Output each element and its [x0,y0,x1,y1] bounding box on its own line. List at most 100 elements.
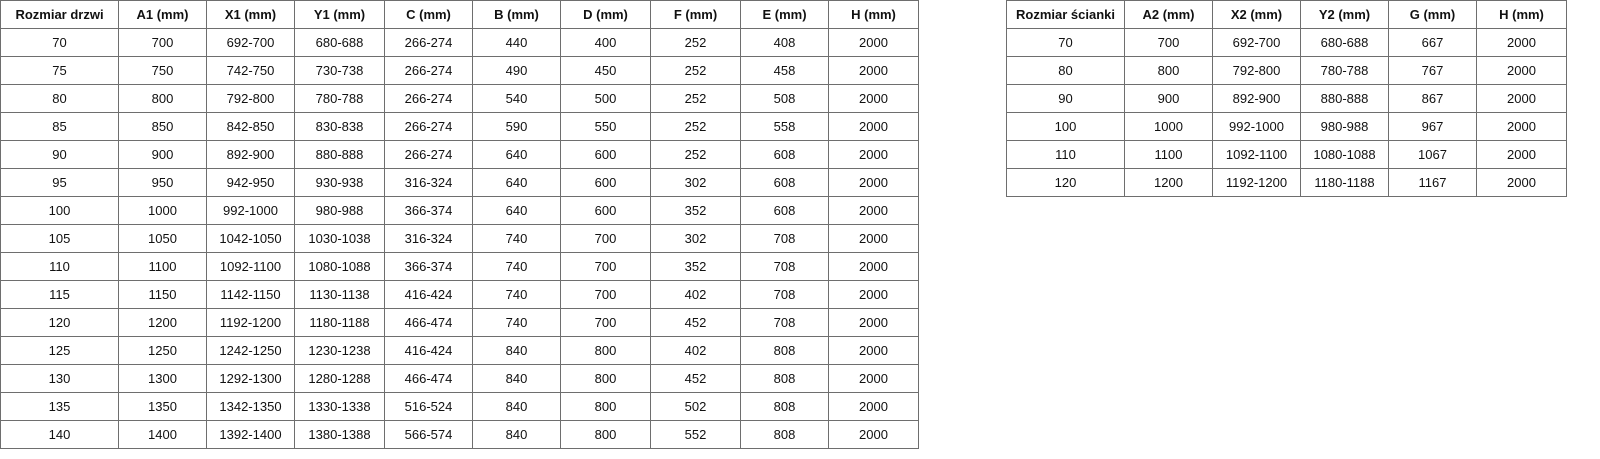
table-cell: 840 [472,336,561,365]
header-row: Rozmiar ścianki A2 (mm) X2 (mm) Y2 (mm) G (m… [1006,0,1567,29]
table-cell: 452 [650,364,741,393]
table-cell: 608 [740,168,829,197]
table-cell: 1180-1188 [1300,168,1389,197]
table-cell: 750 [118,56,207,85]
table-cell: 740 [472,224,561,253]
table-cell: 1350 [118,392,207,421]
table-cell: 366-374 [384,196,473,225]
table-cell: 408 [740,28,829,57]
table-cell: 366-374 [384,252,473,281]
table-cell: 1192-1200 [1212,168,1301,197]
table-cell: 566-574 [384,420,473,449]
table-row: 80 800 792-800 780-788 266-274 540 500 252 508 20… [0,84,919,113]
column-header: B (mm) [472,0,561,29]
table-cell: 1000 [1124,112,1213,141]
table-cell: 608 [740,196,829,225]
table-cell: 800 [1124,56,1213,85]
table-cell: 680-688 [294,28,385,57]
table-cell: 1230-1238 [294,336,385,365]
table-cell: 80 [1006,56,1125,85]
table-cell: 266-274 [384,112,473,141]
table-cell: 90 [0,140,119,169]
table-cell: 1100 [1124,140,1213,169]
table-cell: 700 [560,224,651,253]
table-cell: 105 [0,224,119,253]
table-row: 105 1050 1042-1050 1030-1038 316-324 740 700 30… [0,224,919,253]
column-header: H (mm) [1476,0,1567,29]
table-cell: 80 [0,84,119,113]
table-cell: 120 [1006,168,1125,197]
table-cell: 930-938 [294,168,385,197]
table-cell: 2000 [828,364,919,393]
column-header: F (mm) [650,0,741,29]
table-cell: 302 [650,224,741,253]
table-cell: 780-788 [1300,56,1389,85]
table-cell: 1400 [118,420,207,449]
table-cell: 458 [740,56,829,85]
table-cell: 302 [650,168,741,197]
table-cell: 2000 [828,196,919,225]
table-cell: 1042-1050 [206,224,295,253]
table-cell: 2000 [828,168,919,197]
table-cell: 1280-1288 [294,364,385,393]
table-cell: 1342-1350 [206,392,295,421]
table-cell: 90 [1006,84,1125,113]
table-cell: 808 [740,364,829,393]
table-row: 110 1100 1092-1100 1080-1088 366-374 740 700 35… [0,252,919,281]
table-cell: 70 [0,28,119,57]
table-cell: 700 [560,252,651,281]
table-cell: 266-274 [384,84,473,113]
table-cell: 516-524 [384,392,473,421]
table-cell: 1000 [118,196,207,225]
table-cell: 808 [740,420,829,449]
table-cell: 100 [1006,112,1125,141]
table-cell: 1050 [118,224,207,253]
table-cell: 2000 [1476,112,1567,141]
table-cell: 2000 [828,420,919,449]
table-cell: 640 [472,196,561,225]
table-cell: 125 [0,336,119,365]
table-cell: 740 [472,280,561,309]
table-cell: 2000 [828,336,919,365]
table-row: 100 1000 992-1000 980-988 366-374 640 600 352 60… [0,196,919,225]
table-cell: 110 [1006,140,1125,169]
table-cell: 1067 [1388,140,1477,169]
table-cell: 800 [560,420,651,449]
table-cell: 490 [472,56,561,85]
table-cell: 900 [118,140,207,169]
wall-dimensions-table: Rozmiar ścianki A2 (mm) X2 (mm) Y2 (mm) G (m… [1006,0,1567,197]
table-row: 115 1150 1142-1150 1130-1138 416-424 740 700 40… [0,280,919,309]
table-cell: 600 [560,196,651,225]
table-cell: 900 [1124,84,1213,113]
table-cell: 1092-1100 [206,252,295,281]
table-cell: 1380-1388 [294,420,385,449]
table-cell: 2000 [1476,168,1567,197]
table-cell: 2000 [828,112,919,141]
table-cell: 800 [560,364,651,393]
table-row: 70 700 692-700 680-688 667 2000 [1006,28,1567,57]
table-cell: 708 [740,280,829,309]
table-cell: 252 [650,112,741,141]
table-cell: 252 [650,84,741,113]
column-header: E (mm) [740,0,829,29]
table-cell: 967 [1388,112,1477,141]
column-header: Y2 (mm) [1300,0,1389,29]
table-cell: 867 [1388,84,1477,113]
table-cell: 800 [560,336,651,365]
table-cell: 500 [560,84,651,113]
table-cell: 352 [650,252,741,281]
table-row: 75 750 742-750 730-738 266-274 490 450 252 458 20… [0,56,919,85]
table-cell: 830-838 [294,112,385,141]
table-cell: 1092-1100 [1212,140,1301,169]
table-cell: 1130-1138 [294,280,385,309]
table-cell: 840 [472,364,561,393]
table-cell: 402 [650,280,741,309]
table-cell: 2000 [1476,140,1567,169]
table-cell: 942-950 [206,168,295,197]
column-header: X2 (mm) [1212,0,1301,29]
column-header: Rozmiar ścianki [1006,0,1125,29]
table-cell: 2000 [828,252,919,281]
column-header: H (mm) [828,0,919,29]
table-cell: 600 [560,140,651,169]
table-row: 120 1200 1192-1200 1180-1188 1167 2000 [1006,168,1567,197]
